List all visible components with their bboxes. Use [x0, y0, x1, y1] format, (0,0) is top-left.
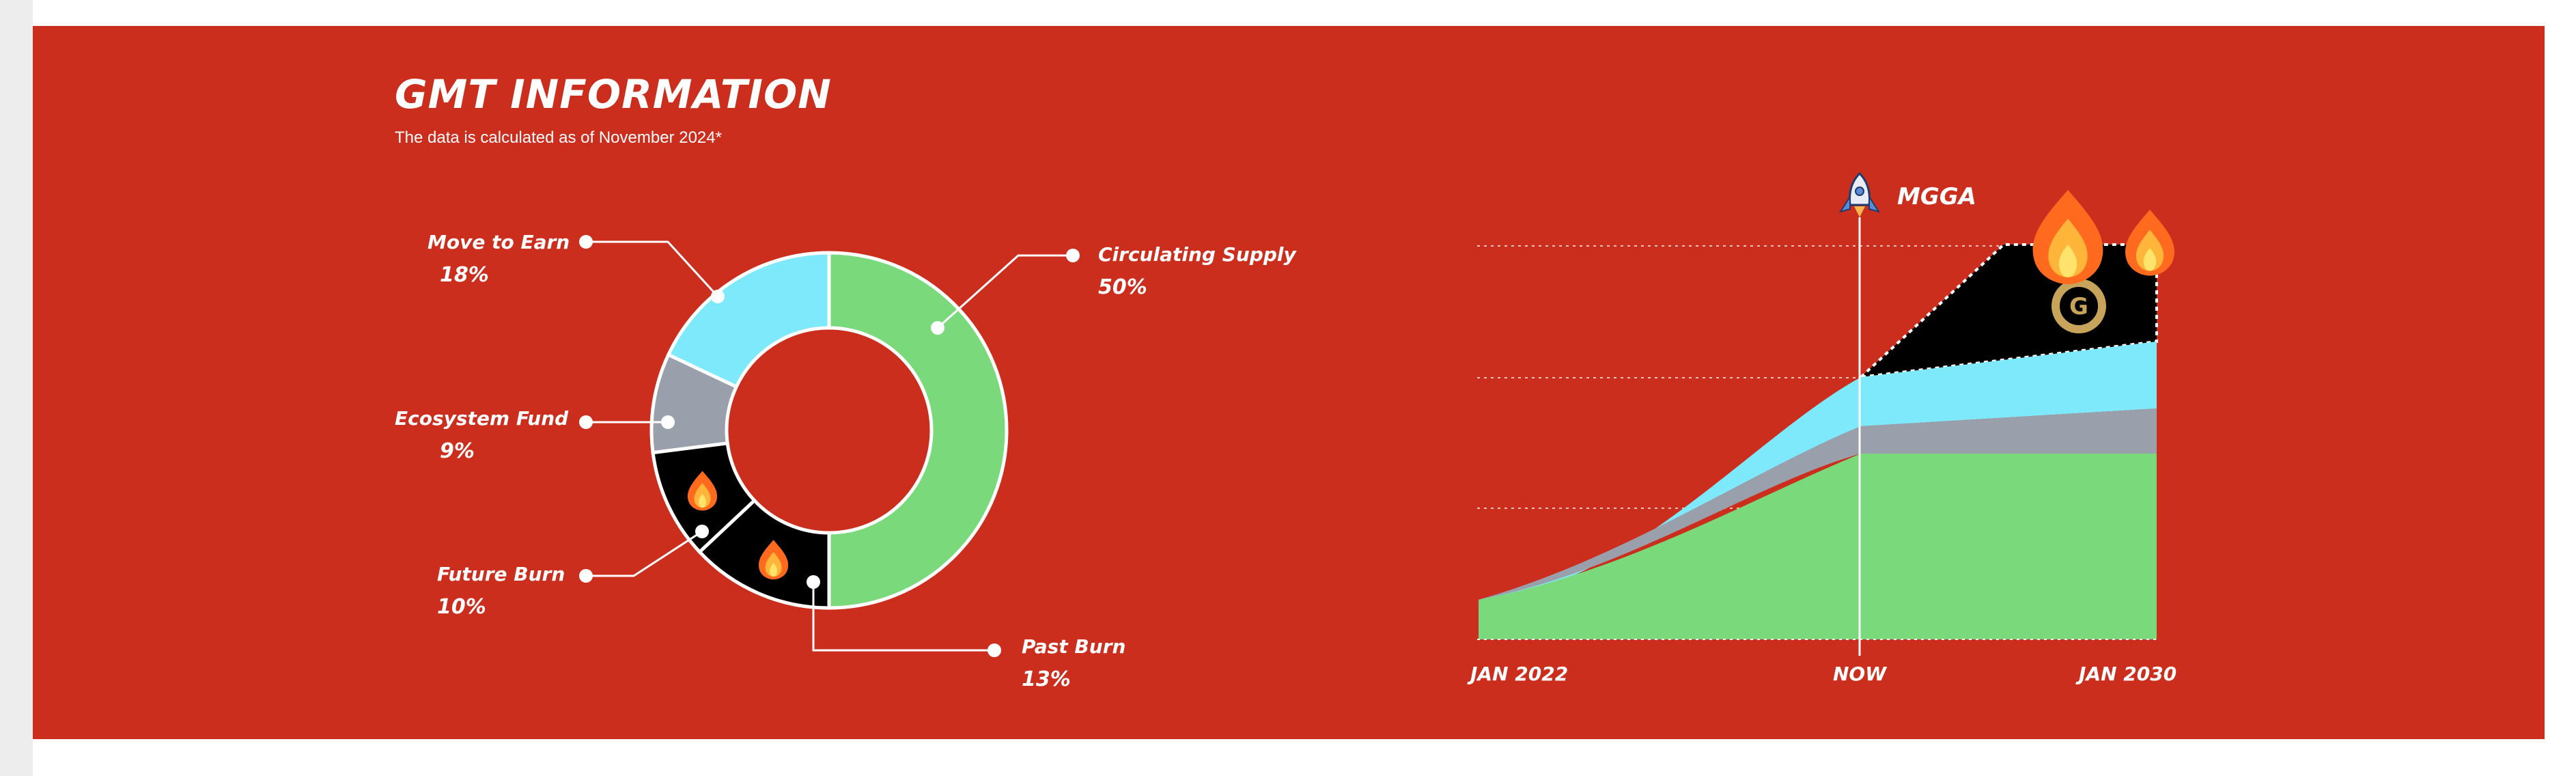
slice-percent: 50%: [1098, 275, 1147, 299]
fire-icon: [2125, 210, 2174, 276]
area-chart: G: [1477, 171, 2174, 656]
leader-dot-past-burn: [988, 643, 1001, 657]
leader-dot-future-burn-inner: [695, 525, 709, 538]
page-subtitle: The data is calculated as of November 20…: [395, 128, 722, 147]
mgga-marker-label: MGGA: [1897, 183, 1976, 210]
donut-slice-move-to-earn: [666, 251, 831, 389]
svg-text:G: G: [2069, 293, 2088, 320]
leader-dot-move-to-earn-inner: [711, 290, 725, 303]
label-ecosystem-fund: Ecosystem Fund 9%: [395, 407, 568, 463]
page-title: GMT INFORMATION: [395, 71, 832, 117]
label-move-to-earn: Move to Earn 18%: [428, 231, 570, 287]
page-margin: [0, 0, 33, 776]
slice-percent: 18%: [440, 263, 489, 287]
label-future-burn: Future Burn 10%: [437, 563, 565, 619]
label-past-burn: Past Burn 13%: [1022, 635, 1125, 691]
slice-name: Ecosystem Fund: [395, 407, 569, 430]
slice-percent: 9%: [440, 439, 475, 463]
leader-past-burn: [812, 582, 994, 652]
slice-name: Move to Earn: [428, 231, 570, 253]
leader-dot-move-to-earn: [579, 235, 593, 249]
leader-dot-future-burn: [579, 569, 593, 583]
leader-dot-past-burn-inner: [807, 575, 820, 589]
slice-percent: 10%: [437, 595, 486, 619]
slice-name: Past Burn: [1022, 635, 1126, 658]
chart-canvas: G: [33, 26, 2545, 739]
leader-circulating-supply: [936, 254, 1073, 329]
x-tick-label: JAN 2030: [2079, 663, 2177, 685]
x-tick-label: JAN 2022: [1470, 663, 1569, 685]
leader-dot-ecosystem-fund: [579, 415, 593, 429]
area-series-cyan: [1479, 342, 2157, 600]
fire-icon: [687, 471, 718, 511]
rocket-icon: [1838, 171, 1881, 217]
slice-percent: 13%: [1022, 667, 1071, 691]
donut-slice-circulating-supply: [827, 251, 1009, 610]
slice-name: Future Burn: [437, 563, 565, 585]
gmt-information-panel: G GMT INFORMATION The data is calculated…: [33, 26, 2545, 739]
fire-icon: [2032, 190, 2103, 284]
slice-name: Circulating Supply: [1098, 243, 1296, 266]
donut-chart: [649, 251, 1009, 610]
gmt-coin-icon: G: [2052, 279, 2106, 333]
area-series-grey: [1479, 408, 2157, 600]
x-tick-label: NOW: [1833, 663, 1887, 685]
leader-dot-circulating-supply-inner: [931, 321, 944, 335]
label-circulating-supply: Circulating Supply 50%: [1098, 243, 1296, 299]
leader-dot-ecosystem-fund-inner: [661, 415, 675, 429]
leader-move-to-earn: [586, 240, 719, 298]
leader-dot-circulating-supply: [1066, 249, 1080, 262]
leader-future-burn: [586, 530, 703, 577]
label-leader-lines: [579, 235, 1080, 657]
fire-icon: [759, 540, 789, 580]
area-series-green: [1479, 454, 2157, 639]
